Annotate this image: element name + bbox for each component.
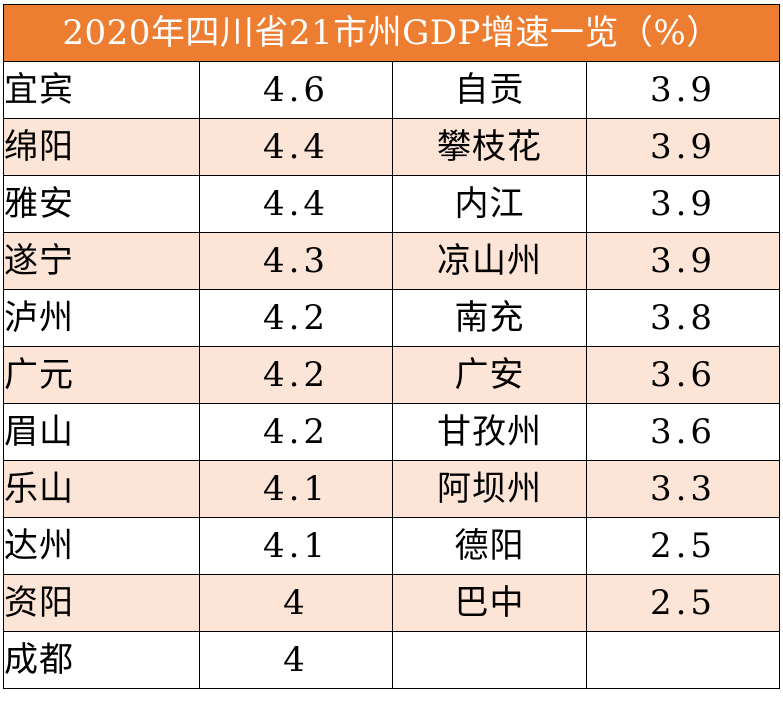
right-city-cell: 南充 [392, 289, 587, 347]
right-city-cell: 阿坝州 [392, 460, 587, 518]
right-value-cell: 3.6 [585, 403, 781, 461]
left-city-cell: 雅安 [3, 175, 200, 233]
right-city-cell [392, 631, 587, 689]
left-value-cell: 4.3 [199, 232, 393, 290]
right-city-cell: 德阳 [392, 517, 587, 575]
right-city-cell: 自贡 [392, 61, 587, 119]
gdp-growth-table: 2020年四川省21市州GDP增速一览（%） 宜宾 4.6 自贡 3.9 绵阳 … [2, 4, 781, 689]
table-row: 广元 4.2 广安 3.6 [3, 346, 781, 404]
right-city-cell: 攀枝花 [392, 118, 587, 176]
title-row: 2020年四川省21市州GDP增速一览（%） [2, 4, 781, 62]
right-city-cell: 巴中 [392, 574, 587, 632]
right-value-cell: 2.5 [585, 517, 781, 575]
right-value-cell: 3.9 [585, 175, 781, 233]
table-row: 绵阳 4.4 攀枝花 3.9 [3, 118, 781, 176]
left-value-cell: 4 [199, 631, 393, 689]
table-row: 泸州 4.2 南充 3.8 [3, 289, 781, 347]
table-row: 遂宁 4.3 凉山州 3.9 [3, 232, 781, 290]
right-value-cell: 2.5 [585, 574, 781, 632]
table-row: 资阳 4 巴中 2.5 [3, 574, 781, 632]
right-value-cell: 3.8 [585, 289, 781, 347]
left-city-cell: 成都 [3, 631, 200, 689]
left-city-cell: 乐山 [3, 460, 200, 518]
left-value-cell: 4.4 [199, 118, 393, 176]
left-city-cell: 眉山 [3, 403, 200, 461]
right-value-cell: 3.9 [585, 232, 781, 290]
table-row: 宜宾 4.6 自贡 3.9 [3, 61, 781, 119]
left-city-cell: 绵阳 [3, 118, 200, 176]
left-value-cell: 4 [199, 574, 393, 632]
table-row: 眉山 4.2 甘孜州 3.6 [3, 403, 781, 461]
left-city-cell: 遂宁 [3, 232, 200, 290]
right-city-cell: 凉山州 [392, 232, 587, 290]
right-value-cell: 3.3 [585, 460, 781, 518]
table-row: 成都 4 [3, 631, 781, 689]
left-value-cell: 4.2 [199, 346, 393, 404]
left-value-cell: 4.1 [199, 460, 393, 518]
table-row: 乐山 4.1 阿坝州 3.3 [3, 460, 781, 518]
right-value-cell: 3.6 [585, 346, 781, 404]
table-row: 达州 4.1 德阳 2.5 [3, 517, 781, 575]
left-value-cell: 4.4 [199, 175, 393, 233]
table-title: 2020年四川省21市州GDP增速一览（%） [2, 4, 781, 62]
right-city-cell: 甘孜州 [392, 403, 587, 461]
left-city-cell: 资阳 [3, 574, 200, 632]
left-city-cell: 宜宾 [3, 61, 200, 119]
left-city-cell: 泸州 [3, 289, 200, 347]
right-value-cell [585, 631, 781, 689]
left-value-cell: 4.2 [199, 289, 393, 347]
table-row: 雅安 4.4 内江 3.9 [3, 175, 781, 233]
left-value-cell: 4.2 [199, 403, 393, 461]
left-value-cell: 4.1 [199, 517, 393, 575]
right-city-cell: 内江 [392, 175, 587, 233]
right-value-cell: 3.9 [585, 118, 781, 176]
left-city-cell: 达州 [3, 517, 200, 575]
left-city-cell: 广元 [3, 346, 200, 404]
right-value-cell: 3.9 [585, 61, 781, 119]
left-value-cell: 4.6 [199, 61, 393, 119]
right-city-cell: 广安 [392, 346, 587, 404]
